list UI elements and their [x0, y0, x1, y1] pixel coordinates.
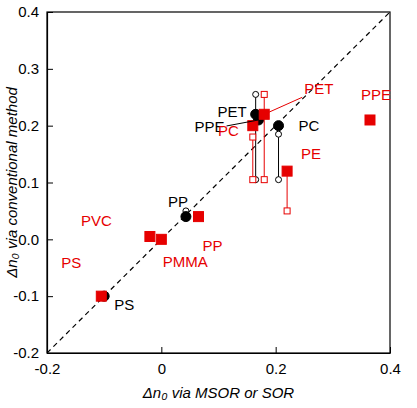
- x-axis-line: [48, 353, 391, 354]
- y-tick-mark: [47, 69, 53, 70]
- x-axis-title: Δn₀ via MSOR or SOR: [142, 384, 295, 401]
- y-tick-mark: [47, 183, 53, 184]
- x-tick: 0.2: [266, 347, 287, 377]
- y-tick-mark: [47, 353, 53, 354]
- range-line: [264, 94, 265, 179]
- point: [156, 234, 166, 244]
- y-tick-mark: [47, 126, 53, 127]
- point: [282, 166, 292, 176]
- x-tick-mark: [276, 347, 277, 353]
- point-label: PVC: [81, 212, 112, 229]
- point: [365, 115, 375, 125]
- point-labels: PETPPEPCPPPSPETPCPEPPEPVCPMMAPPPS: [61, 80, 391, 313]
- x-tick-label: 0.4: [380, 360, 401, 377]
- marks: [47, 12, 390, 353]
- point-label: PMMA: [163, 253, 208, 270]
- y-tick-label: 0.1: [18, 174, 39, 191]
- point-label: PC: [218, 122, 239, 139]
- point-label: PP: [202, 237, 222, 254]
- y-tick-label: -0.2: [13, 344, 39, 361]
- x-axis: -0.2 0 0.2 0.4: [35, 347, 401, 377]
- y-tick-label: -0.1: [13, 287, 39, 304]
- y-tick-mark: [47, 239, 53, 240]
- range-line: [287, 171, 288, 211]
- point: [193, 212, 203, 222]
- x-tick: 0.4: [380, 347, 401, 377]
- series-0: [99, 91, 283, 301]
- y-tick: 0.2: [18, 117, 53, 134]
- point-label: PE: [301, 145, 321, 162]
- point-label: PS: [61, 254, 81, 271]
- label-leader: [264, 97, 302, 114]
- point: [274, 121, 284, 131]
- x-tick-mark: [390, 347, 391, 353]
- chart: -0.2 0 0.2 0.4 -0.2 -0.1 0.0 0.1 0.2 0.3 0.4 PET PPE…: [0, 0, 417, 408]
- plot: -0.2 0 0.2 0.4 -0.2 -0.1 0.0 0.1 0.2 0.3 0.4 PET PPE…: [13, 3, 401, 376]
- x-tick: 0: [158, 347, 166, 377]
- y-tick: 0.3: [18, 60, 53, 77]
- plot-frame: [47, 12, 390, 353]
- y-tick-label: 0.0: [18, 231, 39, 248]
- range-end: [276, 131, 282, 137]
- y-tick-label: 0.2: [18, 117, 39, 134]
- range-line: [278, 134, 279, 179]
- point-label: PPE: [361, 86, 391, 103]
- x-tick-label: 0: [158, 360, 166, 377]
- range-end: [261, 177, 267, 183]
- y-tick: 0.1: [18, 174, 53, 191]
- point: [96, 291, 106, 301]
- reference-line: [47, 12, 390, 353]
- range-end: [250, 177, 256, 183]
- y-tick: 0.4: [18, 3, 53, 20]
- range-end: [250, 134, 256, 140]
- point-label: PET: [304, 80, 333, 97]
- range-end: [253, 91, 259, 97]
- point-label: PC: [299, 117, 320, 134]
- point: [145, 231, 155, 241]
- x-tick-mark: [161, 347, 162, 353]
- series-1: [96, 91, 375, 301]
- range-end: [261, 91, 267, 97]
- x-tick-label: 0.2: [266, 360, 287, 377]
- point-label: PP: [168, 193, 188, 210]
- range-line: [252, 137, 253, 180]
- range-end: [284, 208, 290, 214]
- y-tick: -0.1: [13, 287, 53, 304]
- y-tick: 0.0: [18, 231, 53, 248]
- y-tick-mark: [47, 12, 53, 13]
- y-tick-label: 0.4: [18, 3, 39, 20]
- y-tick-label: 0.3: [18, 60, 39, 77]
- range-end: [276, 177, 282, 183]
- x-tick-label: -0.2: [35, 360, 61, 377]
- y-tick-mark: [47, 296, 53, 297]
- point: [181, 212, 191, 222]
- point-label: PS: [114, 296, 134, 313]
- y-axis-title: Δn₀ via conventional method: [3, 87, 20, 279]
